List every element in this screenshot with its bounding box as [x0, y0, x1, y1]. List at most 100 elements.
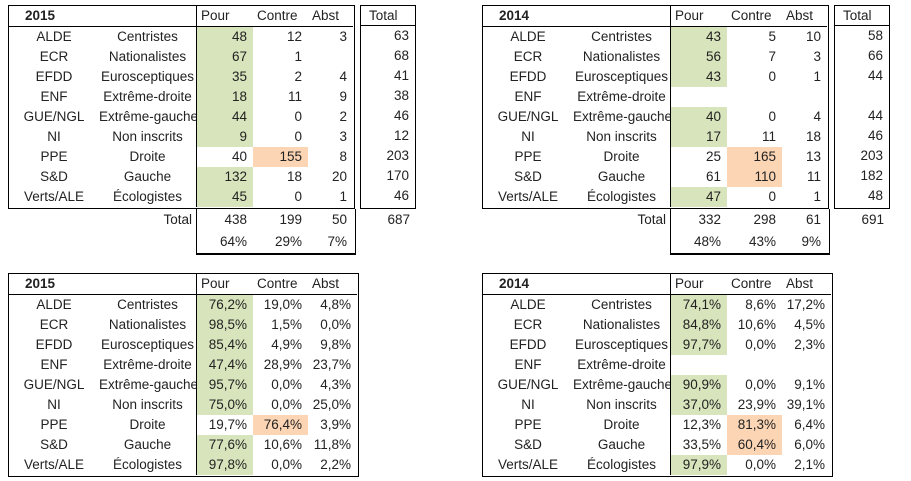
- group-code: ENF: [40, 357, 68, 372]
- column-header-abst: Abst: [308, 6, 353, 27]
- table-year-label: 2015: [9, 274, 99, 295]
- cell-contre: 0: [294, 109, 302, 124]
- cell-contre: [727, 87, 782, 107]
- cell-pour: 98,5%: [196, 315, 253, 335]
- cell-contre: 110: [727, 167, 782, 187]
- column-header-total: Total: [835, 6, 889, 26]
- group-code: ECR: [513, 317, 543, 332]
- cell-abst: 2,2%: [320, 457, 351, 472]
- group-label: Gauche: [123, 437, 172, 452]
- cell-contre: 165: [727, 147, 782, 167]
- cell-abst: 13: [805, 149, 821, 164]
- cell-abst: 0,0%: [320, 317, 351, 332]
- group-code: NI: [47, 397, 61, 412]
- cell-contre: 1,5%: [271, 317, 302, 332]
- cell-contre: 0: [768, 69, 776, 84]
- pct-contre: 43%: [748, 234, 776, 249]
- group-code: PPE: [514, 417, 542, 432]
- group-label: Droite: [129, 417, 166, 432]
- cell-contre: 60,4%: [727, 435, 782, 455]
- column-header-pour: Pour: [670, 6, 727, 27]
- group-label: Nationalistes: [582, 49, 661, 64]
- group-code: NI: [521, 129, 535, 144]
- group-label: Centristes: [117, 297, 178, 312]
- cell-contre: 12: [286, 29, 302, 44]
- cell-abst: 2,3%: [794, 337, 825, 352]
- total-pour: 438: [224, 212, 247, 227]
- cell-pour: 43: [670, 67, 727, 87]
- group-code: GUE/NGL: [497, 109, 559, 124]
- group-label: Extrême-droite: [577, 89, 666, 104]
- cell-contre: 8,6%: [745, 297, 776, 312]
- group-code: ENF: [40, 89, 68, 104]
- table-main-box: 2014 Pour Contre Abst ALDE Centristes 74,1% 8,6…: [482, 273, 833, 477]
- cell-total: 68: [393, 48, 409, 63]
- group-code: Verts/ALE: [23, 189, 85, 204]
- cell-total: 66: [867, 48, 883, 63]
- cell-abst: 11,8%: [313, 437, 351, 452]
- cell-pour: 75,0%: [196, 395, 253, 415]
- cell-pour: 84,8%: [670, 315, 727, 335]
- group-code: GUE/NGL: [23, 377, 85, 392]
- column-header-pour: Pour: [196, 274, 253, 295]
- cell-pour: 97,9%: [670, 455, 727, 475]
- cell-contre: 11: [761, 129, 776, 144]
- cell-contre: 0,0%: [745, 377, 776, 392]
- cell-contre: 5: [768, 29, 776, 44]
- cell-abst: 4: [339, 69, 347, 84]
- cell-abst: 6,4%: [794, 417, 825, 432]
- total-abst: 50: [331, 212, 347, 227]
- cell-pour: 67: [196, 47, 253, 67]
- grand-total: 687: [387, 212, 410, 227]
- cell-contre: 23,9%: [737, 397, 776, 412]
- group-label: Eurosceptiques: [574, 337, 669, 352]
- cell-abst: 23,7%: [312, 357, 351, 372]
- cell-pour: [670, 355, 727, 375]
- group-label: Extrême-droite: [103, 357, 192, 372]
- cell-pour: 44: [196, 107, 253, 127]
- cell-pour: [670, 87, 727, 107]
- cell-total: 44: [867, 68, 883, 83]
- group-label: Écologistes: [112, 189, 183, 204]
- group-label: Nationalistes: [108, 49, 187, 64]
- cell-abst: [782, 87, 827, 107]
- cell-contre: 0: [294, 189, 302, 204]
- cell-abst: 39,1%: [786, 397, 825, 412]
- cell-abst: 1: [813, 69, 821, 84]
- group-label: Centristes: [591, 29, 652, 44]
- cell-contre: 0,0%: [271, 377, 302, 392]
- cell-pour: 56: [670, 47, 727, 67]
- header-spacer: [573, 274, 670, 295]
- cell-abst: 9,8%: [320, 337, 351, 352]
- cell-pour: 25: [670, 147, 727, 167]
- cell-contre: 0: [294, 129, 302, 144]
- group-code: S&D: [514, 437, 542, 452]
- pct-abst: 7%: [327, 234, 347, 249]
- grand-total: 691: [861, 212, 884, 227]
- pct-abst: 9%: [801, 234, 821, 249]
- total-contre: 298: [753, 212, 776, 227]
- group-code: PPE: [40, 149, 68, 164]
- header-spacer: [573, 6, 670, 27]
- cell-pour: 97,7%: [670, 335, 727, 355]
- group-label: Écologistes: [586, 189, 657, 204]
- table-totals-box: 438 199 50 64% 29% 7%: [196, 209, 356, 255]
- group-code: S&D: [40, 437, 68, 452]
- cell-abst: 9: [339, 89, 347, 104]
- cell-pour: 47: [670, 187, 727, 207]
- group-label: Centristes: [591, 297, 652, 312]
- column-header-contre: Contre: [727, 274, 782, 295]
- cell-pour: 48: [196, 27, 253, 47]
- group-code: Verts/ALE: [497, 457, 559, 472]
- cell-pour: 85,4%: [196, 335, 253, 355]
- table-totals-box: 332 298 61 48% 43% 9%: [670, 209, 830, 255]
- cell-total: 44: [867, 108, 883, 123]
- column-header-abst: Abst: [308, 274, 357, 295]
- cell-contre: 0: [768, 109, 776, 124]
- cell-abst: 4,8%: [320, 297, 351, 312]
- cell-contre: 0,0%: [271, 397, 302, 412]
- cell-pour: 61: [670, 167, 727, 187]
- group-label: Extrême-gauche: [99, 377, 196, 392]
- cell-pour: 40: [670, 107, 727, 127]
